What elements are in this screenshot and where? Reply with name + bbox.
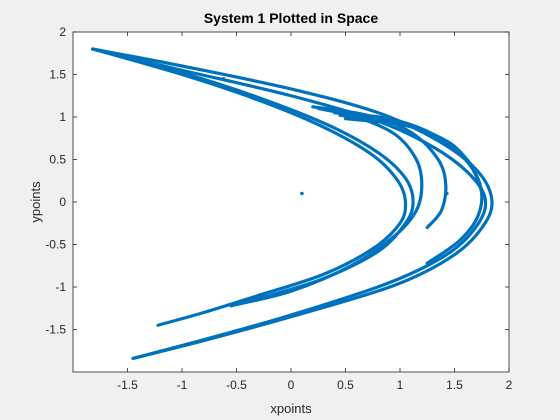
y-tick-label: 1 bbox=[59, 110, 66, 124]
x-tick-label: 2 bbox=[506, 378, 513, 392]
data-layer bbox=[91, 47, 494, 360]
attractor-trajectory bbox=[91, 47, 494, 360]
x-tick-label: 1 bbox=[397, 378, 404, 392]
x-tick-label: 0.5 bbox=[337, 378, 354, 392]
data-point bbox=[221, 76, 226, 81]
x-tick-label: 0 bbox=[288, 378, 295, 392]
attractor-trajectory bbox=[229, 106, 424, 308]
x-tick-label: -1 bbox=[177, 378, 188, 392]
attractor-trajectory bbox=[343, 117, 476, 170]
x-tick-label: -1.5 bbox=[117, 378, 138, 392]
data-point bbox=[300, 191, 304, 196]
y-tick-label: 1.5 bbox=[49, 68, 66, 82]
y-tick-label: -0.5 bbox=[45, 238, 66, 252]
attractor-trajectory bbox=[91, 47, 408, 327]
x-axis: -1.5 -1 -0.5 0 0.5 1 1.5 2 bbox=[117, 32, 513, 392]
y-tick-label: 0 bbox=[59, 195, 66, 209]
data-point bbox=[445, 191, 449, 196]
y-tick-label: -1 bbox=[55, 280, 66, 294]
attractor-trajectory bbox=[91, 47, 488, 360]
x-axis-label: xpoints bbox=[270, 401, 312, 416]
y-tick-label: 0.5 bbox=[49, 153, 66, 167]
y-tick-label: 2 bbox=[59, 25, 66, 39]
chart-title: System 1 Plotted in Space bbox=[204, 10, 378, 26]
x-tick-label: 1.5 bbox=[446, 378, 463, 392]
y-tick-label: -1.5 bbox=[45, 323, 66, 337]
y-axis-label: ypoints bbox=[28, 181, 43, 223]
x-tick-label: -0.5 bbox=[226, 378, 247, 392]
y-axis: -1.5 -1 -0.5 0 0.5 1 1.5 2 bbox=[45, 25, 509, 337]
